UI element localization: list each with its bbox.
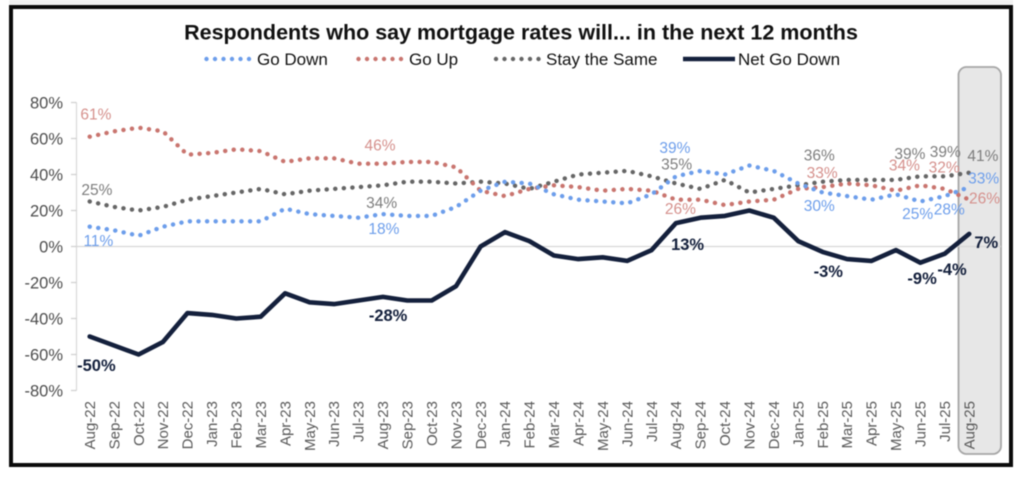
svg-text:13%: 13% [671,236,704,254]
svg-text:39%: 39% [659,140,690,157]
svg-text:Feb-23: Feb-23 [229,401,246,449]
svg-text:Feb-25: Feb-25 [815,401,832,449]
svg-text:Sep-23: Sep-23 [400,401,417,449]
svg-text:Apr-24: Apr-24 [571,401,588,446]
svg-text:36%: 36% [804,148,835,165]
svg-text:Aug-23: Aug-23 [375,401,392,449]
svg-text:Respondents who say mortgage r: Respondents who say mortgage rates will.… [184,21,858,45]
svg-text:-20%: -20% [24,275,63,293]
svg-text:Jun-23: Jun-23 [326,401,343,447]
svg-text:30%: 30% [804,198,835,215]
svg-text:Mar-24: Mar-24 [546,401,563,449]
svg-text:33%: 33% [807,165,838,182]
svg-text:-50%: -50% [77,357,116,375]
svg-text:Oct-22: Oct-22 [131,401,148,446]
svg-text:-40%: -40% [24,311,63,329]
svg-text:34%: 34% [366,195,397,212]
svg-text:Jul-24: Jul-24 [644,401,661,442]
svg-text:Oct-23: Oct-23 [424,401,441,446]
svg-text:32%: 32% [929,160,960,177]
svg-text:33%: 33% [968,170,999,187]
svg-text:80%: 80% [30,95,63,113]
svg-text:-4%: -4% [937,261,967,279]
svg-text:39%: 39% [894,146,925,163]
svg-text:-80%: -80% [24,383,63,401]
svg-text:Jun-25: Jun-25 [913,401,930,447]
svg-text:Mar-23: Mar-23 [253,401,270,449]
svg-text:May-25: May-25 [888,401,905,451]
svg-text:Stay the Same: Stay the Same [546,50,658,69]
svg-text:Go Up: Go Up [409,50,458,69]
svg-text:25%: 25% [902,206,933,223]
svg-text:40%: 40% [30,167,63,185]
svg-text:Jan-25: Jan-25 [790,401,807,447]
svg-text:20%: 20% [30,203,63,221]
svg-text:Jul-23: Jul-23 [351,401,368,442]
svg-text:Nov-23: Nov-23 [448,401,465,449]
svg-text:7%: 7% [974,234,998,252]
svg-text:28%: 28% [934,201,965,218]
svg-text:Nov-24: Nov-24 [742,401,759,449]
svg-text:Aug-24: Aug-24 [668,401,685,449]
svg-text:0%: 0% [39,239,63,257]
svg-text:Dec-24: Dec-24 [766,401,783,449]
svg-text:Aug-25: Aug-25 [961,401,978,449]
svg-text:-9%: -9% [907,270,937,288]
svg-text:Jul-25: Jul-25 [937,401,954,442]
svg-text:Net Go Down: Net Go Down [738,50,840,69]
svg-text:Jan-24: Jan-24 [497,401,514,447]
svg-text:-60%: -60% [24,347,63,365]
svg-text:26%: 26% [665,201,696,218]
svg-text:11%: 11% [83,233,113,250]
svg-text:60%: 60% [30,131,63,149]
svg-text:39%: 39% [930,144,961,161]
svg-text:18%: 18% [368,221,399,238]
svg-text:26%: 26% [969,191,1000,208]
svg-text:Sep-24: Sep-24 [693,401,710,449]
svg-text:Jan-23: Jan-23 [204,401,221,447]
svg-text:Apr-25: Apr-25 [864,401,881,446]
svg-text:Aug-22: Aug-22 [82,401,99,449]
svg-text:Go Down: Go Down [257,50,328,69]
svg-text:-28%: -28% [369,307,408,325]
svg-text:Dec-22: Dec-22 [180,401,197,449]
svg-text:May-24: May-24 [595,401,612,451]
svg-text:46%: 46% [364,138,395,155]
svg-text:Dec-23: Dec-23 [473,401,490,449]
svg-text:May-23: May-23 [302,401,319,451]
svg-text:Apr-23: Apr-23 [277,401,294,446]
svg-text:Sep-22: Sep-22 [106,401,123,449]
svg-text:34%: 34% [889,157,920,174]
svg-text:41%: 41% [967,148,998,165]
svg-text:61%: 61% [80,107,111,124]
svg-text:Feb-24: Feb-24 [522,401,539,449]
svg-text:Oct-24: Oct-24 [717,401,734,446]
svg-text:Nov-22: Nov-22 [155,401,172,449]
svg-text:25%: 25% [81,182,112,199]
svg-text:Mar-25: Mar-25 [839,401,856,449]
svg-text:35%: 35% [661,157,692,174]
svg-text:-3%: -3% [814,263,844,281]
svg-text:Jun-24: Jun-24 [619,401,636,447]
